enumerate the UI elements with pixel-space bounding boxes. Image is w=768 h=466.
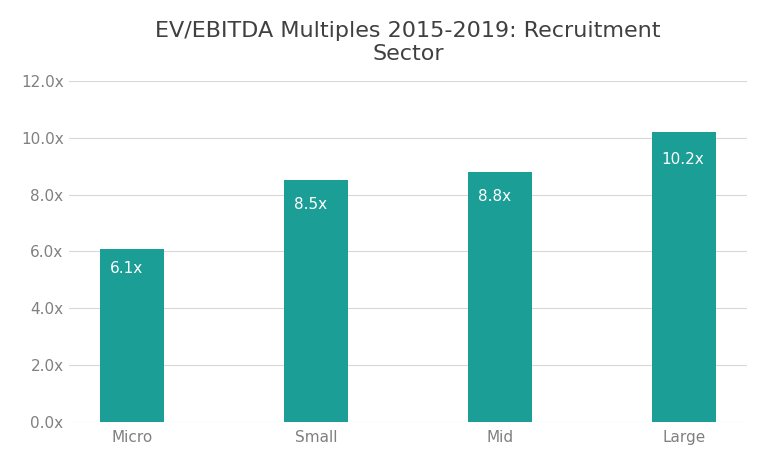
Title: EV/EBITDA Multiples 2015-2019: Recruitment
Sector: EV/EBITDA Multiples 2015-2019: Recruitme… [155, 21, 661, 64]
Text: 8.8x: 8.8x [478, 189, 511, 204]
Text: 8.5x: 8.5x [293, 197, 326, 212]
Bar [284, 180, 349, 422]
Text: 10.2x: 10.2x [661, 152, 704, 167]
Text: 6.1x: 6.1x [110, 260, 143, 276]
Bar [468, 172, 532, 422]
Bar [100, 248, 164, 422]
Bar [652, 132, 717, 422]
